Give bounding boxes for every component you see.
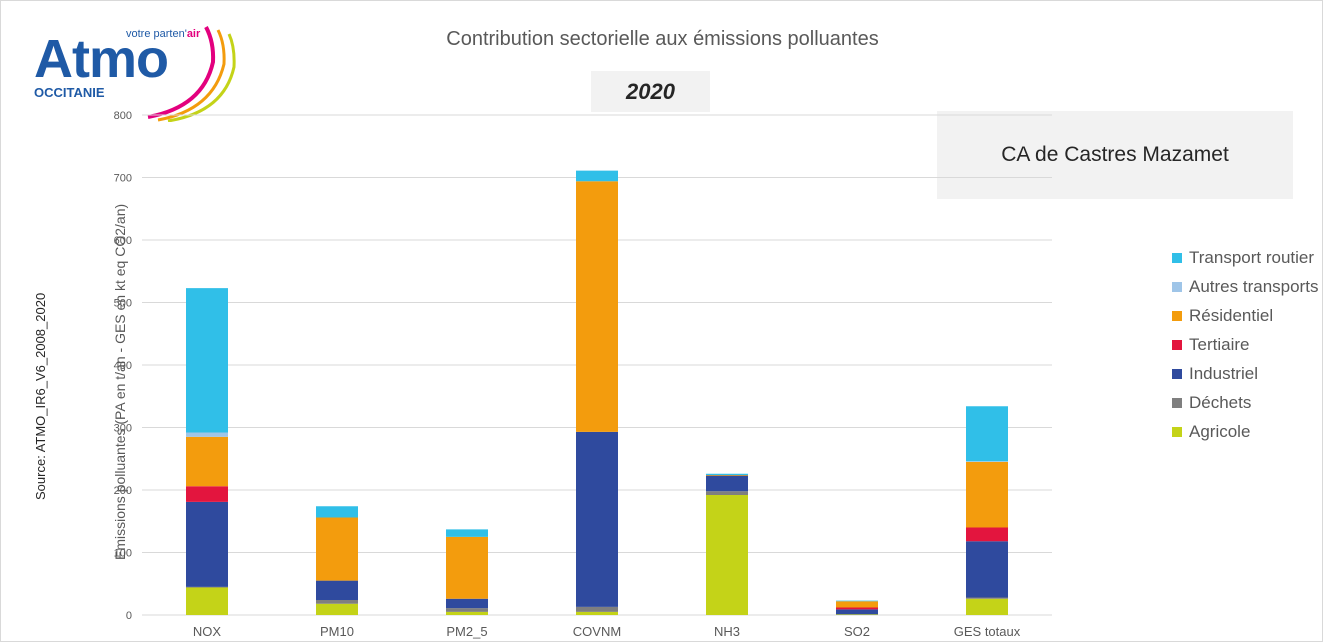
bar-segment [836, 614, 878, 615]
bar-segment [316, 506, 358, 518]
legend-label: Tertiaire [1189, 334, 1250, 354]
legend-label: Industriel [1189, 363, 1258, 383]
y-tick-label: 100 [114, 548, 132, 560]
legend-item: Autres transports [1172, 272, 1318, 301]
y-tick-label: 800 [114, 110, 132, 122]
territory-label: CA de Castres Mazamet [937, 111, 1293, 199]
bar-segment [836, 607, 878, 610]
bar-segment [966, 527, 1008, 542]
x-tick-label: PM10 [320, 624, 354, 639]
legend: Transport routier Autres transports Réside… [1172, 243, 1318, 446]
bar-segment [316, 603, 358, 615]
bar-segment [706, 491, 748, 495]
bar-segment [966, 541, 1008, 598]
bar-segment [316, 517, 358, 581]
legend-swatch [1172, 252, 1182, 263]
x-tick-label: SO2 [844, 624, 870, 639]
bar-segment [576, 611, 618, 615]
bar-segment [446, 529, 488, 537]
logo-arcs [147, 26, 236, 122]
x-tick-label: PM2_5 [446, 624, 487, 639]
bar-segment [576, 181, 618, 432]
legend-swatch [1172, 368, 1182, 379]
atmo-logo: Atmo votre parten'air OCCITANIE [28, 22, 238, 122]
bar-segment [706, 475, 748, 476]
y-tick-label: 600 [114, 235, 132, 247]
legend-item: Transport routier [1172, 243, 1318, 272]
y-tick-label: 0 [126, 610, 132, 622]
legend-swatch [1172, 339, 1182, 350]
bar-segment [186, 436, 228, 487]
bar-segment [836, 609, 878, 615]
x-tick-label: NH3 [714, 624, 740, 639]
bar-segment [966, 597, 1008, 599]
legend-label: Autres transports [1189, 276, 1319, 296]
legend-item: Agricole [1172, 417, 1318, 446]
logo-region: OCCITANIE [34, 85, 105, 100]
logo-word: Atmo [34, 29, 169, 89]
bar-segment [186, 587, 228, 615]
legend-label: Déchets [1189, 392, 1252, 412]
logo-tagline: votre parten'air [126, 28, 201, 40]
bar-segment [706, 495, 748, 615]
bar-segment [706, 473, 748, 475]
legend-item: Tertiaire [1172, 330, 1318, 359]
bar-segment [966, 461, 1008, 462]
bar-segment [706, 475, 748, 492]
x-tick-label: NOX [193, 624, 222, 639]
bar-segment [446, 536, 488, 599]
bar-segment [836, 600, 878, 602]
legend-label: Transport routier [1189, 247, 1315, 267]
bar-segment [446, 611, 488, 615]
legend-swatch [1172, 397, 1182, 408]
bar-segment [316, 600, 358, 604]
bar-segment [186, 501, 228, 587]
legend-swatch [1172, 281, 1182, 292]
chart-title: Contribution sectorielle aux émissions p… [446, 28, 879, 50]
bar-segment [186, 432, 228, 437]
bar-segment [576, 606, 618, 612]
bar-segment [186, 586, 228, 588]
y-tick-label: 200 [114, 485, 132, 497]
bar-segment [446, 608, 488, 612]
y-tick-label: 400 [114, 360, 132, 372]
y-tick-label: 700 [114, 173, 132, 185]
y-tick-label: 300 [114, 423, 132, 435]
bar-segment [966, 461, 1008, 528]
y-tick-label: 500 [114, 298, 132, 310]
bar-segment [836, 601, 878, 608]
x-tick-label: GES totaux [954, 624, 1021, 639]
bar-segment [186, 288, 228, 433]
bar-segment [966, 406, 1008, 462]
legend-item: Résidentiel [1172, 301, 1318, 330]
legend-swatch [1172, 310, 1182, 321]
legend-swatch [1172, 426, 1182, 437]
legend-label: Résidentiel [1189, 305, 1274, 325]
legend-label: Agricole [1189, 421, 1251, 441]
legend-item: Industriel [1172, 359, 1318, 388]
legend-item: Déchets [1172, 388, 1318, 417]
bar-segment [446, 598, 488, 609]
bar-segment [186, 486, 228, 502]
bar-segment [316, 580, 358, 600]
bar-segment [576, 431, 618, 607]
x-tick-label: COVNM [573, 624, 621, 639]
bar-segment [576, 170, 618, 182]
bar-segment [966, 598, 1008, 615]
year-label: 2020 [591, 71, 710, 112]
